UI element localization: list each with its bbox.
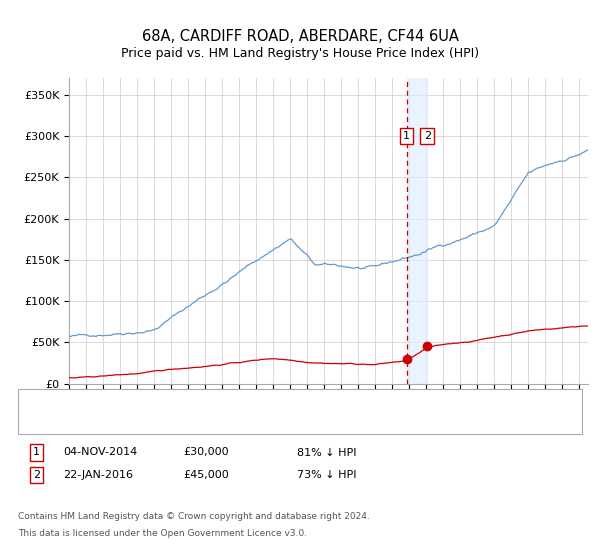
Text: Contains HM Land Registry data © Crown copyright and database right 2024.: Contains HM Land Registry data © Crown c…: [18, 512, 370, 521]
Text: 04-NOV-2014: 04-NOV-2014: [63, 447, 137, 458]
Text: 68A, CARDIFF ROAD, ABERDARE, CF44 6UA (detached house): 68A, CARDIFF ROAD, ABERDARE, CF44 6UA (d…: [75, 391, 412, 402]
Text: 22-JAN-2016: 22-JAN-2016: [63, 470, 133, 480]
Text: ——: ——: [39, 390, 64, 403]
Text: 2: 2: [424, 131, 431, 141]
Text: HPI: Average price, detached house, Rhondda Cynon Taf: HPI: Average price, detached house, Rhon…: [75, 418, 383, 428]
Text: Price paid vs. HM Land Registry's House Price Index (HPI): Price paid vs. HM Land Registry's House …: [121, 46, 479, 60]
Text: 2: 2: [33, 470, 40, 480]
Text: £30,000: £30,000: [183, 447, 229, 458]
Text: 73% ↓ HPI: 73% ↓ HPI: [297, 470, 356, 480]
Text: 1: 1: [403, 131, 410, 141]
Text: £45,000: £45,000: [183, 470, 229, 480]
Text: ——: ——: [39, 417, 64, 430]
Text: 1: 1: [33, 447, 40, 458]
Bar: [407, 78, 427, 384]
Text: 68A, CARDIFF ROAD, ABERDARE, CF44 6UA: 68A, CARDIFF ROAD, ABERDARE, CF44 6UA: [142, 29, 458, 44]
Text: 81% ↓ HPI: 81% ↓ HPI: [297, 447, 356, 458]
Text: This data is licensed under the Open Government Licence v3.0.: This data is licensed under the Open Gov…: [18, 529, 307, 538]
